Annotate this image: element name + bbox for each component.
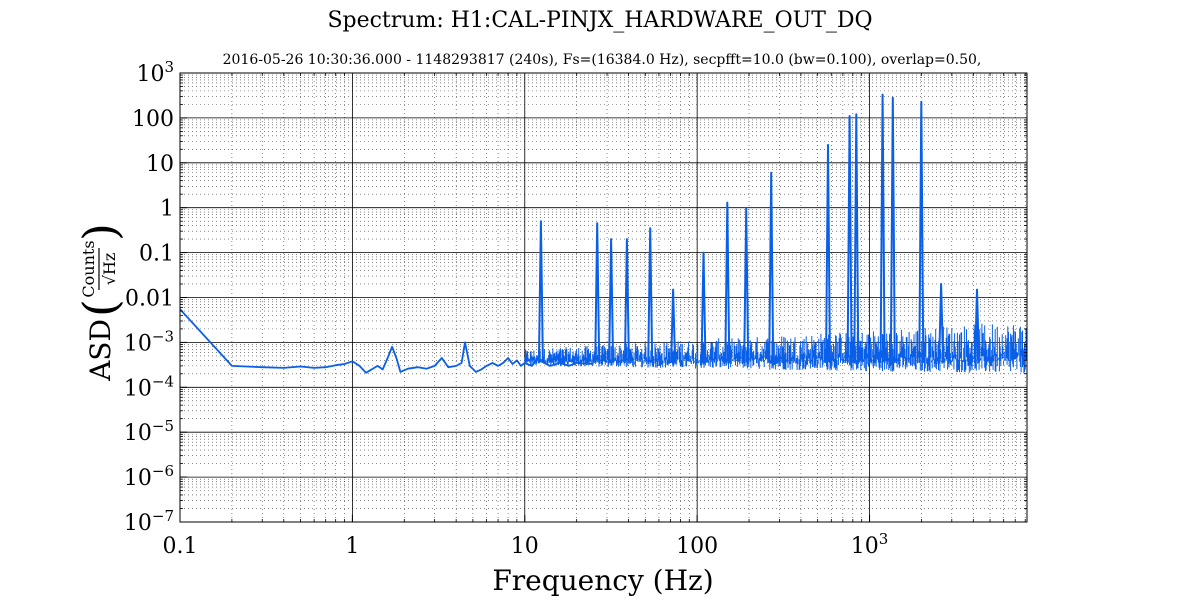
series-peak [670,288,677,363]
y-tick-label: 10−4 [124,372,174,401]
y-axis-units-numerator: Counts [79,240,98,297]
x-axis-title: Frequency (Hz) [492,564,713,597]
x-tick-label: 1 [345,534,359,559]
series-peak [918,100,925,363]
y-tick-label: 10−3 [124,327,174,356]
y-axis-title: ASD ( Counts √Hz ) [73,223,127,382]
series-peak [768,171,775,363]
y-axis-title-left-paren: ( [73,299,127,317]
series-peak [938,283,945,363]
y-tick-label: 103 [136,58,174,87]
series-peak [825,143,831,363]
y-tick-label: 10 [146,152,174,177]
y-tick-labels: 10−7 10−6 10−5 10−4 10−3 0.01 0.1 1 10 100 103 [124,58,174,536]
x-tick-label: 100 [676,534,718,559]
series-peak [647,227,654,363]
y-axis-units-denominator: √Hz [100,253,119,286]
series-peak [853,113,860,363]
y-tick-label: 1 [160,197,174,222]
series-peak [889,96,896,363]
series-peak [594,222,601,363]
chart-title: Spectrum: H1:CAL-PINJX_HARDWARE_OUT_DQ [327,8,872,33]
y-axis-title-right-paren: ) [73,223,127,241]
y-tick-label: 0.1 [139,242,174,267]
series-peak [700,251,707,363]
series-peak [623,238,630,363]
x-tick-label: 0.1 [163,534,198,559]
series-peak [743,206,750,363]
y-axis-title-asd: ASD [84,319,117,382]
series-peak [608,238,615,363]
y-tick-label: 0.01 [125,287,174,312]
series-peak [724,201,731,363]
y-tick-label: 100 [132,107,174,132]
series-peak [879,93,886,363]
y-tick-label: 10−6 [124,462,174,491]
chart-subtitle: 2016-05-26 10:30:36.000 - 1148293817 (24… [223,52,982,68]
major-gridlines [179,72,1027,523]
x-tick-label: 10 [511,534,539,559]
axis-ticks [179,72,1027,523]
series-peak [974,288,980,363]
x-tick-labels: 0.1 1 10 100 103 [163,530,889,559]
series-peak [846,115,853,363]
y-tick-label: 10−7 [124,507,174,536]
asd-series [179,93,1028,374]
x-tick-label: 103 [851,530,889,559]
series-peak [537,220,544,363]
y-tick-label: 10−5 [124,417,174,446]
